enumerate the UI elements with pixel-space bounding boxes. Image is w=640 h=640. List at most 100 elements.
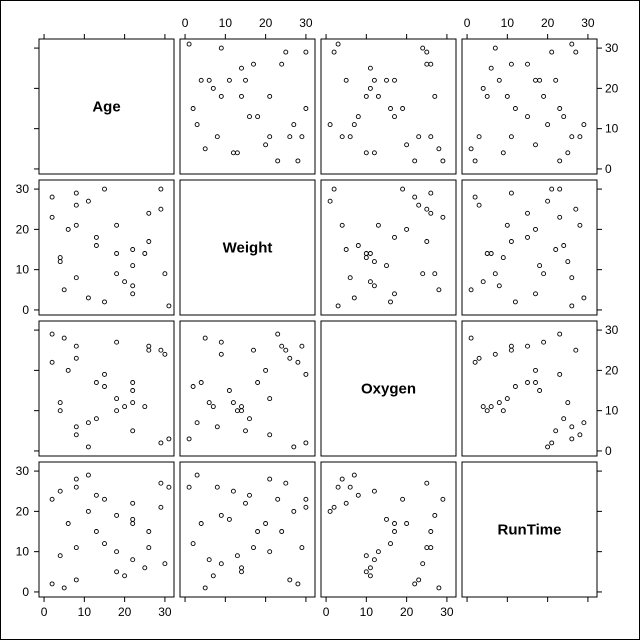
data-point [49,359,55,365]
data-point [416,577,422,583]
data-point [553,247,559,252]
data-point [512,106,518,111]
data-point [468,146,474,152]
data-point [545,198,551,204]
data-point [392,291,397,297]
data-point [428,529,434,534]
data-point [428,190,434,196]
data-point [472,194,478,200]
data-point [291,122,297,128]
data-point [561,416,567,422]
data-point [347,275,353,281]
panel-border [179,461,316,598]
data-point [198,77,204,83]
data-point [243,428,248,434]
data-point [335,41,341,47]
data-point [565,150,571,156]
data-point [525,61,530,67]
data-point [339,222,345,228]
data-point [303,106,309,111]
data-point [93,529,99,534]
panel-weight-vs-oxygen [320,179,457,316]
data-point [226,77,232,83]
data-point [432,512,438,518]
data-point [130,247,136,252]
data-point [73,355,79,361]
data-point [355,492,361,498]
data-point [508,347,514,353]
data-point [581,295,587,301]
data-point [102,299,107,305]
data-point [275,496,281,502]
data-point [234,150,240,156]
data-point [73,432,79,438]
panel-age-vs-runtime [461,38,598,175]
panel-runtime-vs-runtime: RunTime [461,461,598,598]
data-point [533,142,538,148]
data-point [440,496,446,502]
data-point [299,545,305,551]
data-point [303,49,309,55]
data-point [239,565,244,571]
data-point [57,255,63,261]
data-point [65,226,71,232]
data-point [335,484,341,490]
data-point [226,516,232,522]
panel-border [461,461,598,598]
data-point [146,343,152,349]
tick-label: 20 [16,504,30,518]
data-point [404,226,410,232]
data-point [331,186,337,192]
data-point [198,380,204,385]
panel-border [38,461,175,598]
data-point [436,146,442,152]
data-point [549,440,555,446]
data-point [488,65,494,71]
data-point [492,271,498,277]
data-point [537,388,543,393]
tick-label: 0 [605,444,612,458]
data-point [569,275,575,281]
data-point [371,77,377,83]
data-point [130,380,136,385]
data-point [492,351,498,357]
data-point [279,343,285,349]
data-point [130,500,136,506]
data-point [49,496,55,502]
tick-label: 10 [16,263,30,277]
data-point [525,210,530,216]
data-point [541,271,547,277]
data-point [73,476,79,482]
data-point [480,404,486,410]
data-point [49,331,55,337]
data-point [73,222,79,228]
data-point [130,263,136,269]
data-point [255,114,261,120]
data-point [508,61,514,67]
data-point [363,569,369,575]
data-point [577,134,583,140]
data-point [428,210,434,216]
data-point [283,49,289,55]
data-point [130,291,136,297]
data-point [130,557,136,563]
data-point [214,134,220,140]
data-point [202,146,208,152]
data-point [114,251,120,256]
data-point [577,222,583,228]
data-point [130,400,136,406]
data-point [251,545,256,551]
data-point [49,214,55,220]
data-point [283,480,289,486]
data-point [202,335,208,341]
data-point [504,222,510,228]
data-point [247,492,252,498]
data-point [371,488,377,494]
data-point [255,529,261,534]
data-point [557,371,563,377]
data-point [283,347,289,353]
data-point [57,400,63,406]
data-point [263,367,269,373]
data-point [363,93,369,99]
data-point [569,424,575,430]
